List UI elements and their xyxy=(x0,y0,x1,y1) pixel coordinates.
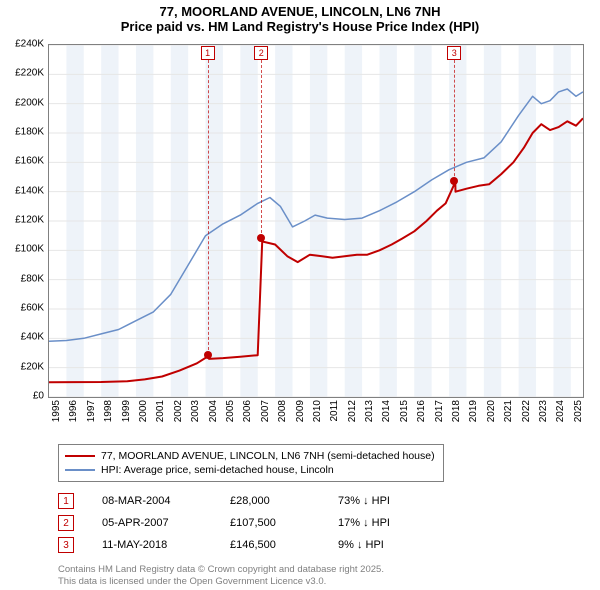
sale-price: £28,000 xyxy=(230,495,310,507)
sale-marker-badge: 2 xyxy=(254,46,268,60)
x-axis-label: 2020 xyxy=(486,400,497,422)
plot-region xyxy=(48,44,584,398)
x-axis-label: 2017 xyxy=(434,400,445,422)
x-axis-label: 1995 xyxy=(51,400,62,422)
y-axis-label: £240K xyxy=(15,39,44,50)
sale-marker-dot xyxy=(204,351,212,359)
x-axis-label: 2012 xyxy=(347,400,358,422)
sales-table: 1 08-MAR-2004 £28,000 73% ↓ HPI 2 05-APR… xyxy=(58,490,600,556)
x-axis-label: 2008 xyxy=(277,400,288,422)
legend-item: 77, MOORLAND AVENUE, LINCOLN, LN6 7NH (s… xyxy=(65,449,435,463)
x-axis-label: 2003 xyxy=(190,400,201,422)
x-axis-label: 2013 xyxy=(364,400,375,422)
x-axis-label: 2002 xyxy=(173,400,184,422)
sale-price: £107,500 xyxy=(230,517,310,529)
x-axis-label: 1999 xyxy=(121,400,132,422)
legend-swatch xyxy=(65,455,95,457)
x-axis-label: 2021 xyxy=(503,400,514,422)
y-axis-label: £200K xyxy=(15,97,44,108)
legend-item: HPI: Average price, semi-detached house,… xyxy=(65,463,435,477)
x-axis-label: 1996 xyxy=(68,400,79,422)
y-axis-label: £140K xyxy=(15,185,44,196)
attribution-line: Contains HM Land Registry data © Crown c… xyxy=(58,564,600,576)
title-line-1: 77, MOORLAND AVENUE, LINCOLN, LN6 7NH xyxy=(0,4,600,19)
y-axis-label: £120K xyxy=(15,215,44,226)
x-axis-label: 2014 xyxy=(381,400,392,422)
sale-diff: 73% ↓ HPI xyxy=(338,495,438,507)
legend-label: HPI: Average price, semi-detached house,… xyxy=(101,464,334,476)
x-axis-label: 1998 xyxy=(103,400,114,422)
x-axis-label: 2009 xyxy=(295,400,306,422)
sale-date: 11-MAY-2018 xyxy=(102,539,202,551)
x-axis-label: 2004 xyxy=(208,400,219,422)
sale-marker-line xyxy=(261,60,262,238)
x-axis-label: 2000 xyxy=(138,400,149,422)
sale-diff: 17% ↓ HPI xyxy=(338,517,438,529)
sale-price: £146,500 xyxy=(230,539,310,551)
y-axis-label: £100K xyxy=(15,244,44,255)
x-axis-label: 2015 xyxy=(399,400,410,422)
legend: 77, MOORLAND AVENUE, LINCOLN, LN6 7NH (s… xyxy=(58,444,444,482)
sale-badge: 2 xyxy=(58,515,74,531)
x-axis-label: 2010 xyxy=(312,400,323,422)
y-axis-label: £60K xyxy=(21,303,44,314)
x-axis-label: 2005 xyxy=(225,400,236,422)
title-block: 77, MOORLAND AVENUE, LINCOLN, LN6 7NH Pr… xyxy=(0,0,600,36)
sales-row: 3 11-MAY-2018 £146,500 9% ↓ HPI xyxy=(58,534,600,556)
sale-date: 05-APR-2007 xyxy=(102,517,202,529)
y-axis-label: £80K xyxy=(21,273,44,284)
sale-badge: 3 xyxy=(58,537,74,553)
x-axis-label: 2018 xyxy=(451,400,462,422)
sale-marker-dot xyxy=(450,177,458,185)
x-axis-label: 2023 xyxy=(538,400,549,422)
x-axis-label: 2025 xyxy=(573,400,584,422)
legend-swatch xyxy=(65,469,95,471)
sale-marker-dot xyxy=(257,234,265,242)
legend-label: 77, MOORLAND AVENUE, LINCOLN, LN6 7NH (s… xyxy=(101,450,435,462)
y-axis-label: £40K xyxy=(21,332,44,343)
attribution-line: This data is licensed under the Open Gov… xyxy=(58,576,600,588)
title-line-2: Price paid vs. HM Land Registry's House … xyxy=(0,19,600,34)
sale-badge: 1 xyxy=(58,493,74,509)
attribution: Contains HM Land Registry data © Crown c… xyxy=(58,564,600,589)
sale-marker-badge: 1 xyxy=(201,46,215,60)
x-axis-label: 2006 xyxy=(242,400,253,422)
sales-row: 2 05-APR-2007 £107,500 17% ↓ HPI xyxy=(58,512,600,534)
x-axis-label: 2011 xyxy=(329,400,340,422)
sale-marker-badge: 3 xyxy=(447,46,461,60)
y-axis-label: £160K xyxy=(15,156,44,167)
sale-diff: 9% ↓ HPI xyxy=(338,539,438,551)
x-axis-label: 2022 xyxy=(521,400,532,422)
x-axis-label: 2024 xyxy=(555,400,566,422)
x-axis-label: 2019 xyxy=(468,400,479,422)
chart-container: 77, MOORLAND AVENUE, LINCOLN, LN6 7NH Pr… xyxy=(0,0,600,589)
chart-area: £0 £20K £40K £60K £80K £100K £120K £140K £160K £1… xyxy=(0,36,600,440)
x-axis-label: 2016 xyxy=(416,400,427,422)
sale-marker-line xyxy=(454,60,455,181)
y-axis-label: £0 xyxy=(33,391,44,402)
x-axis-label: 2007 xyxy=(260,400,271,422)
y-axis-label: £220K xyxy=(15,68,44,79)
sales-row: 1 08-MAR-2004 £28,000 73% ↓ HPI xyxy=(58,490,600,512)
y-axis-label: £180K xyxy=(15,127,44,138)
x-axis-label: 1997 xyxy=(86,400,97,422)
plot-svg xyxy=(49,45,583,397)
sale-marker-line xyxy=(208,60,209,355)
y-axis-label: £20K xyxy=(21,361,44,372)
x-axis-label: 2001 xyxy=(155,400,166,422)
sale-date: 08-MAR-2004 xyxy=(102,495,202,507)
